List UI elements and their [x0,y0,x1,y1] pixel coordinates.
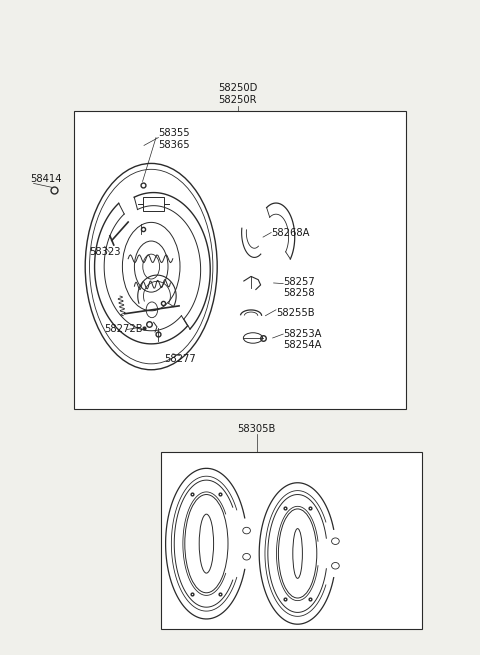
Text: 58250R: 58250R [218,95,257,105]
Text: 58268A: 58268A [271,227,310,238]
Text: 58305B: 58305B [238,424,276,434]
Text: 58323: 58323 [89,247,120,257]
Bar [143,196,164,211]
Bar [161,452,422,629]
Text: 58277: 58277 [164,354,196,364]
Text: 58355: 58355 [158,128,190,138]
Text: 58250D: 58250D [218,83,257,94]
Text: 58257: 58257 [283,276,315,287]
Text: 58272B: 58272B [104,324,143,335]
Text: 58253A: 58253A [283,329,322,339]
Text: 58254A: 58254A [283,340,322,350]
Text: 58255B: 58255B [276,308,314,318]
Bar [74,111,406,409]
Text: 58365: 58365 [158,140,190,150]
Text: 58414: 58414 [30,174,61,185]
Text: 58258: 58258 [283,288,315,298]
